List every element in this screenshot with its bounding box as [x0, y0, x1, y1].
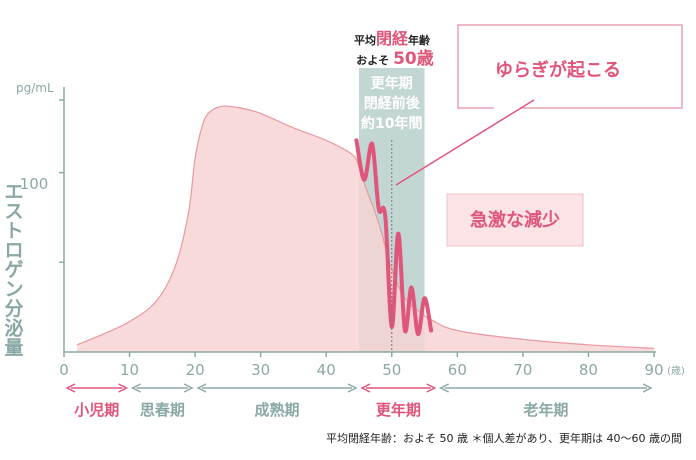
stage-arrow-right-3 [426, 383, 437, 393]
stages-group: 小児期 思春期 成熟期 更年期 老年期 [65, 383, 653, 419]
fluctuation-group [354, 138, 434, 352]
x-tick-label-50: 50 [382, 361, 401, 379]
ylabel-char-6: 分 [4, 298, 23, 320]
band-text-0: 更年期 [371, 75, 413, 92]
x-tick-label-60: 60 [448, 361, 467, 379]
y-unit-label: pg/mL [16, 81, 54, 95]
avg-line2-prefix: およそ [356, 54, 393, 67]
footnote: 平均閉経年齢：およそ 50 歳 ＊個人差があり、更年期は 40〜60 歳の間 [326, 431, 682, 445]
avg-age-line2: およそ 50歳 [356, 48, 434, 69]
fluctuation-callout-pointer [395, 99, 535, 186]
fluctuation-line [354, 138, 434, 337]
stage-label-2: 成熟期 [255, 401, 300, 419]
avg-line1-suffix: 年齢 [408, 33, 431, 47]
avg-line2-pink: 50歳 [393, 48, 434, 69]
x-tick-label-0: 0 [59, 361, 69, 379]
stage-label-0: 小児期 [74, 401, 119, 419]
ylabel-char-0: エ [4, 181, 23, 203]
stage-arrow-left-3 [360, 383, 371, 393]
band-text-1: 閉経前後 [364, 95, 421, 112]
x-tick-label-20: 20 [186, 361, 205, 379]
stage-arrow-right-0 [118, 383, 129, 393]
stage-arrow-left-0 [65, 383, 76, 393]
band-text-2: 約10年間 [361, 115, 422, 132]
ylabel-char-2: ト [4, 220, 23, 242]
stage-label-4: 老年期 [522, 401, 568, 419]
stage-arrow-right-4 [642, 383, 653, 393]
stage-label-1: 思春期 [140, 401, 185, 419]
fluctuation-callout-box [457, 24, 683, 109]
stage-label-3: 更年期 [376, 401, 421, 419]
x-tick-label-70: 70 [513, 361, 532, 379]
x-tick-label-30: 30 [251, 361, 270, 379]
fluctuation-callout-text: ゆらぎが起こる [495, 59, 621, 81]
stage-arrow-left-2 [196, 383, 207, 393]
decline-callout-box [446, 193, 584, 247]
ylabel-char-7: 泌 [4, 317, 23, 340]
stage-arrow-left-1 [130, 383, 141, 393]
ylabel-char-4: ゲ [4, 259, 23, 281]
x-unit-label: (歳) [667, 365, 685, 377]
ylabel-char-1: ス [4, 201, 23, 223]
ylabel-char-5: ン [4, 279, 23, 301]
x-tick-label-90: 90 [644, 361, 663, 379]
decline-callout-text: 急激な減少 [470, 209, 560, 231]
avg-age-line1: 平均閉経年齢 [354, 29, 431, 48]
estrogen-area [77, 106, 655, 352]
stage-arrow-left-4 [438, 383, 450, 393]
ylabel-char-8: 量 [4, 337, 23, 359]
stage-arrow-right-1 [183, 383, 194, 393]
x-tick-label-40: 40 [317, 361, 336, 379]
avg-line1-pink: 閉経 [376, 29, 409, 48]
avg-line1-prefix: 平均 [354, 33, 376, 47]
x-tick-label-80: 80 [579, 361, 598, 379]
stage-arrow-right-2 [347, 383, 358, 393]
x-tick-label-10: 10 [120, 361, 139, 379]
ylabel-char-3: ロ [4, 240, 23, 262]
y-tick-label-100: 100 [20, 175, 49, 193]
